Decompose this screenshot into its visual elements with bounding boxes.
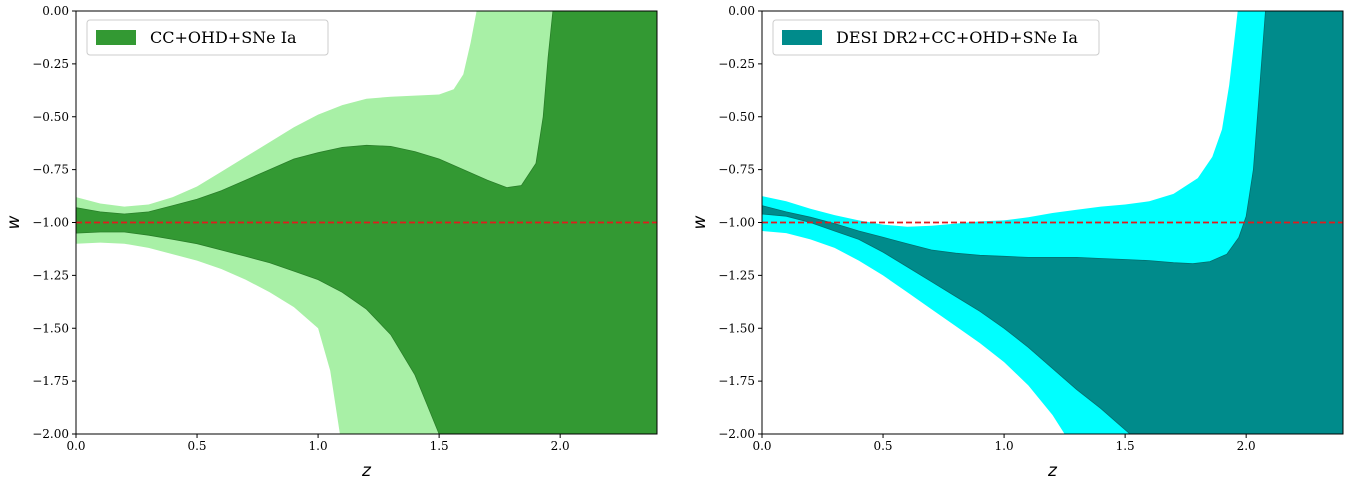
y-tick-label: −1.75 xyxy=(718,374,755,388)
legend-swatch xyxy=(782,30,822,45)
y-tick-label: −1.25 xyxy=(718,268,755,282)
x-tick-label: 1.5 xyxy=(430,439,449,453)
legend: CC+OHD+SNe Ia xyxy=(86,19,329,56)
x-tick-label: 0.5 xyxy=(187,439,206,453)
y-tick-label: −1.00 xyxy=(32,216,69,230)
legend-label: CC+OHD+SNe Ia xyxy=(150,28,297,47)
y-tick-label: −0.50 xyxy=(718,110,755,124)
y-axis-label: w xyxy=(4,215,24,229)
x-tick-label: 0.5 xyxy=(873,439,892,453)
x-tick-label: 0.0 xyxy=(66,439,85,453)
y-axis-label: w xyxy=(690,215,710,229)
x-tick-label: 1.5 xyxy=(1116,439,1135,453)
y-tick-label: −0.25 xyxy=(32,57,69,71)
y-tick-label: −0.50 xyxy=(32,110,69,124)
legend-box xyxy=(86,19,329,56)
legend: DESI DR2+CC+OHD+SNe Ia xyxy=(772,19,1100,56)
y-tick-label: −1.75 xyxy=(32,374,69,388)
y-tick-label: −2.00 xyxy=(718,427,755,441)
x-tick-label: 2.0 xyxy=(551,439,570,453)
plot-area xyxy=(76,11,657,434)
x-tick-label: 0.0 xyxy=(752,439,771,453)
x-axis-label: z xyxy=(361,461,372,478)
legend-label: DESI DR2+CC+OHD+SNe Ia xyxy=(836,28,1078,47)
y-tick-label: −1.00 xyxy=(718,216,755,230)
plot-area xyxy=(762,11,1343,434)
x-tick-label: 1.0 xyxy=(309,439,328,453)
inner-confidence-band xyxy=(762,11,1343,434)
panel-2: 0.0 0.5 1.0 1.5 2.0 0.00 −0.25 −0.50 −0.75 −1.00 −… xyxy=(690,4,1344,478)
y-tick-label: −1.50 xyxy=(718,321,755,335)
y-tick-label: 0.00 xyxy=(42,4,69,18)
y-tick-label: 0.00 xyxy=(728,4,755,18)
legend-swatch xyxy=(96,30,136,45)
y-tick-label: −0.75 xyxy=(718,163,755,177)
legend-box xyxy=(772,19,1100,56)
x-tick-label: 2.0 xyxy=(1237,439,1256,453)
y-tick-label: −0.75 xyxy=(32,163,69,177)
y-tick-label: −2.00 xyxy=(32,427,69,441)
y-tick-label: −1.25 xyxy=(32,268,69,282)
x-tick-label: 1.0 xyxy=(995,439,1014,453)
y-tick-label: −1.50 xyxy=(32,321,69,335)
y-tick-label: −0.25 xyxy=(718,57,755,71)
panel-1: 0.0 0.5 1.0 1.5 2.0 0.00 −0.25 −0.50 −0.75 −1.00 −… xyxy=(4,4,658,478)
x-axis-label: z xyxy=(1047,461,1058,478)
